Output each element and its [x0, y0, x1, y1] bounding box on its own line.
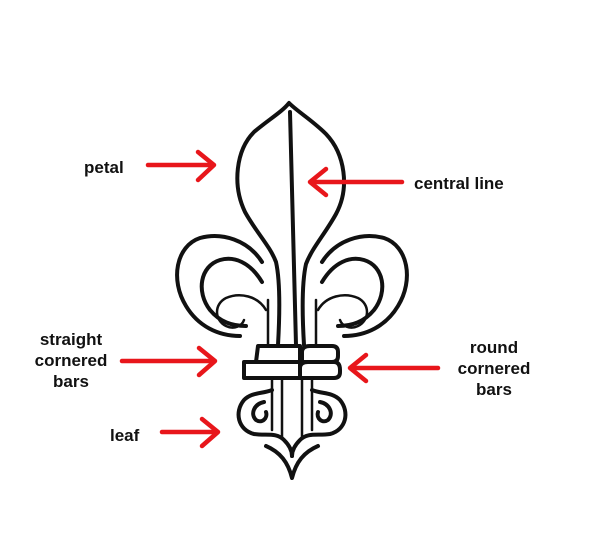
label-round-cornered-bars-line-2: cornered [457, 359, 531, 378]
annotation-arrows [119, 149, 441, 449]
arrow-central-line [307, 166, 405, 198]
arrow-leaf [159, 416, 221, 449]
label-straight-cornered-bars-line-1: straight [39, 330, 103, 349]
arrow-straight-bars-head [196, 345, 218, 378]
label-central-line: central line [414, 174, 504, 193]
left-leaf-shape [236, 388, 294, 458]
arrow-round-bars-head [347, 352, 369, 384]
right-side-petal [320, 234, 409, 338]
arrow-straight-bars [119, 345, 218, 378]
label-straight-cornered-bars-line-2: cornered [34, 351, 108, 370]
top-petal-shape [235, 101, 346, 347]
right-inner-curl [316, 294, 369, 329]
label-straight-cornered-bars-line-3: bars [53, 372, 89, 391]
lower-stem-lines [270, 376, 314, 440]
label-leaf: leaf [110, 426, 140, 445]
right-leaf-shape [290, 388, 348, 458]
arrow-leaf-head [199, 416, 221, 449]
arrow-petal-head [195, 149, 217, 183]
arrow-central-line-head [307, 166, 329, 198]
straight-cornered-bars-shape [242, 344, 302, 380]
arrow-petal [145, 149, 217, 183]
label-straight-cornered-bars: straight cornered bars [28, 329, 114, 392]
fleur-de-lis-drawing [175, 101, 409, 480]
label-round-cornered-bars-line-1: round [469, 338, 519, 357]
label-round-cornered-bars: round cornered bars [448, 337, 540, 400]
central-line-stroke [288, 110, 298, 347]
left-inner-curl [215, 294, 268, 329]
left-side-petal [175, 234, 264, 338]
label-petal: petal [84, 158, 124, 177]
arrow-round-bars [347, 352, 441, 384]
round-cornered-bars-shape [298, 344, 342, 380]
label-round-cornered-bars-line-3: bars [476, 380, 512, 399]
bottom-point-shape [264, 444, 320, 480]
